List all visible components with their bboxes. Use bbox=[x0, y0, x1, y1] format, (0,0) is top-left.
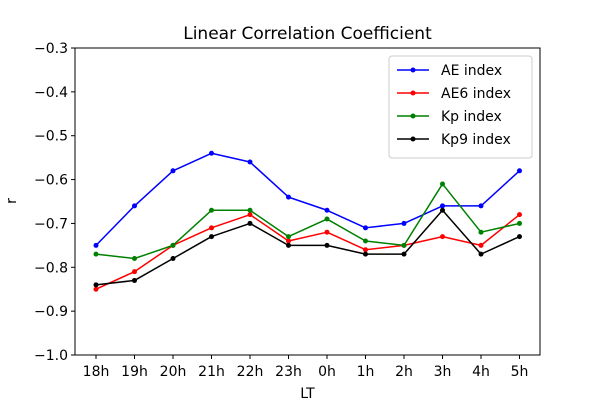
data-point bbox=[324, 216, 330, 222]
data-point bbox=[440, 207, 445, 213]
legend-marker bbox=[410, 113, 416, 119]
data-point bbox=[363, 238, 368, 244]
y-tick-label: −0.8 bbox=[34, 260, 68, 276]
y-tick-label: −0.9 bbox=[34, 304, 68, 320]
data-point bbox=[209, 234, 214, 240]
legend-item: Kp9 index bbox=[397, 132, 511, 148]
data-point bbox=[286, 238, 291, 244]
data-point bbox=[247, 212, 253, 218]
x-tick-label: 1h bbox=[357, 364, 375, 380]
data-point bbox=[517, 212, 522, 218]
data-point bbox=[93, 251, 99, 257]
x-tick-label: 22h bbox=[237, 364, 264, 380]
data-point bbox=[209, 150, 214, 156]
data-point bbox=[132, 277, 137, 283]
x-tick-label: 3h bbox=[434, 364, 452, 380]
series-line bbox=[95, 209, 520, 286]
data-point bbox=[440, 234, 445, 240]
data-point bbox=[286, 194, 291, 200]
x-tick-label: 0h bbox=[318, 364, 336, 380]
series-line bbox=[95, 152, 521, 246]
data-point bbox=[93, 242, 99, 248]
legend-item: AE6 index bbox=[397, 86, 511, 102]
data-point bbox=[132, 269, 137, 275]
data-point bbox=[363, 225, 368, 231]
data-point bbox=[93, 286, 99, 292]
data-point bbox=[478, 203, 484, 209]
legend-label: AE6 index bbox=[441, 86, 511, 102]
data-point bbox=[363, 251, 368, 257]
data-point bbox=[286, 242, 291, 248]
data-series bbox=[93, 150, 522, 292]
data-point bbox=[170, 256, 176, 262]
data-point bbox=[247, 159, 253, 165]
legend-label: Kp9 index bbox=[441, 132, 511, 148]
legend-marker bbox=[410, 136, 416, 142]
data-point bbox=[440, 181, 445, 187]
axis-ticks: −1.0 −0.9 −0.8 −0.7 −0.6 −0.5 −0.4 −0.3 18h 19h 20… bbox=[34, 41, 528, 380]
data-point bbox=[440, 203, 445, 209]
y-axis-label: r bbox=[4, 198, 20, 204]
data-point bbox=[324, 242, 330, 248]
data-point bbox=[170, 242, 176, 248]
x-tick-label: 20h bbox=[160, 364, 187, 380]
data-point bbox=[247, 220, 253, 226]
data-point bbox=[478, 242, 484, 248]
x-tick-label: 19h bbox=[121, 364, 148, 380]
data-point bbox=[478, 229, 484, 235]
data-point bbox=[517, 234, 522, 240]
data-point bbox=[517, 220, 522, 226]
y-tick-label: −1.0 bbox=[34, 348, 68, 364]
legend-item: AE index bbox=[397, 63, 502, 79]
legend-marker bbox=[410, 90, 416, 96]
series-ae-index bbox=[93, 150, 522, 248]
x-tick-label: 23h bbox=[275, 364, 302, 380]
x-tick-label: 18h bbox=[83, 364, 110, 380]
data-point bbox=[132, 256, 137, 262]
data-point bbox=[324, 229, 330, 235]
data-point bbox=[132, 203, 137, 209]
data-point bbox=[209, 207, 214, 213]
x-axis-label: LT bbox=[300, 386, 315, 400]
x-tick-label: 5h bbox=[511, 364, 529, 380]
series-kp9-index bbox=[93, 207, 522, 288]
data-point bbox=[93, 282, 99, 288]
legend-label: Kp index bbox=[441, 109, 502, 125]
y-tick-label: −0.3 bbox=[34, 41, 68, 57]
series-line bbox=[95, 183, 520, 260]
data-point bbox=[286, 234, 291, 240]
data-point bbox=[517, 168, 522, 174]
data-point bbox=[401, 251, 407, 257]
y-tick-label: −0.7 bbox=[34, 216, 68, 232]
series-line bbox=[95, 213, 520, 290]
y-tick-label: −0.5 bbox=[34, 129, 68, 145]
chart-title: Linear Correlation Coefficient bbox=[183, 24, 432, 44]
x-tick-label: 21h bbox=[198, 364, 225, 380]
data-point bbox=[478, 251, 484, 257]
y-tick-label: −0.6 bbox=[34, 173, 68, 189]
legend-label: AE index bbox=[441, 63, 502, 79]
x-tick-label: 4h bbox=[472, 364, 490, 380]
data-point bbox=[401, 220, 407, 226]
data-point bbox=[209, 225, 214, 231]
data-point bbox=[401, 242, 407, 248]
y-tick-label: −0.4 bbox=[34, 85, 68, 101]
series-kp-index bbox=[93, 181, 522, 262]
data-point bbox=[363, 247, 368, 253]
legend-box bbox=[388, 55, 533, 159]
x-tick-label: 2h bbox=[395, 364, 413, 380]
legend-item: Kp index bbox=[397, 109, 502, 125]
legend-marker bbox=[410, 67, 416, 73]
legend: AE index AE6 index Kp index Kp9 index bbox=[388, 55, 533, 159]
plot-frame bbox=[74, 47, 541, 356]
data-point bbox=[247, 207, 253, 213]
data-point bbox=[324, 207, 330, 213]
data-point bbox=[170, 168, 176, 174]
